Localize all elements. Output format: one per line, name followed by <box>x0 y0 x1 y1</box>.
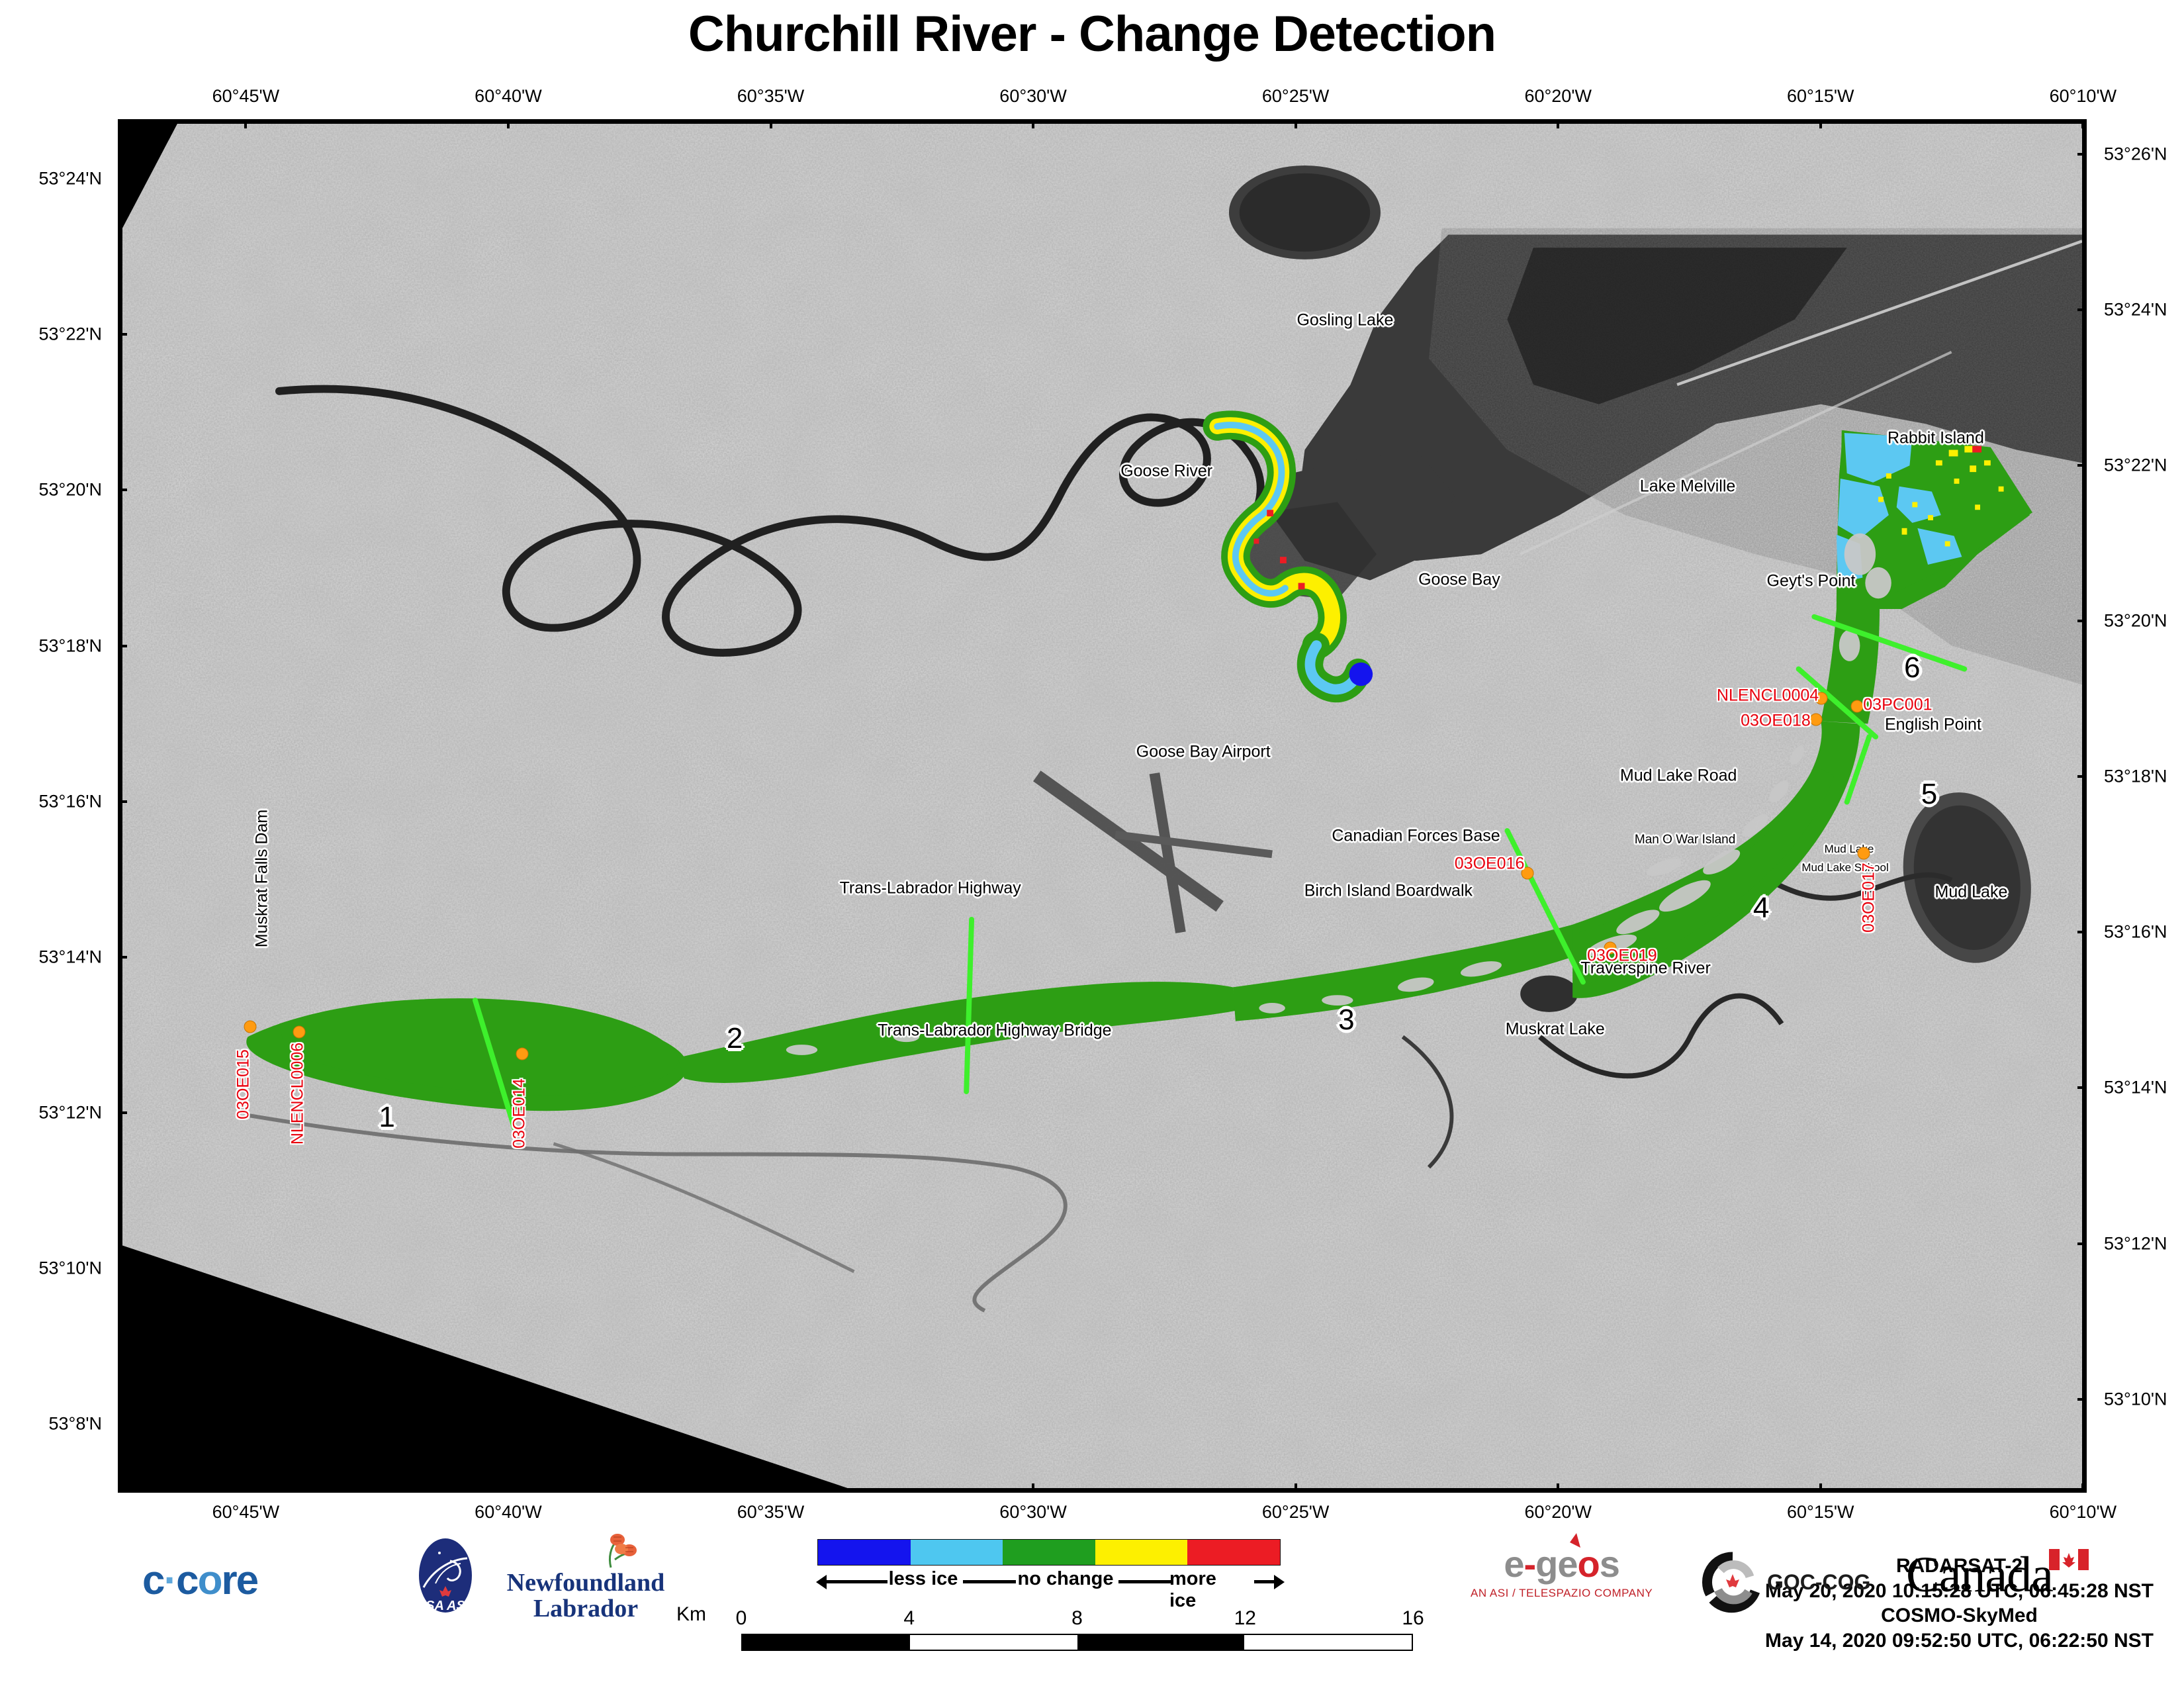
latitude-tick-left-8: 53°8'N <box>48 1413 103 1434</box>
latitude-tick-right-0: 53°26'N <box>2104 144 2167 164</box>
latitude-tick-left-7: 53°10'N <box>38 1258 102 1278</box>
logo-text-labrador: Labrador <box>533 1594 639 1622</box>
scale-bar <box>741 1634 1413 1651</box>
legend-divider-1 <box>963 1580 1016 1583</box>
latitude-tick-left-3: 53°18'N <box>38 635 102 656</box>
latitude-tick-right-3: 53°20'N <box>2104 610 2167 631</box>
latitude-tick-left-6: 53°12'N <box>38 1102 102 1123</box>
longitude-tick-bottom-4: 60°25'W <box>1261 1502 1330 1522</box>
scale-tick-4: 16 <box>1402 1607 1424 1629</box>
longitude-tick-top-3: 60°30'W <box>999 86 1067 106</box>
page-title: Churchill River - Change Detection <box>688 6 1496 62</box>
logo-newfoundland-labrador: Newfoundland Labrador <box>500 1534 672 1623</box>
map-canvas[interactable] <box>118 119 2087 1493</box>
colorbar-seg-less-ice <box>910 1540 1003 1565</box>
longitude-tick-bottom-5: 60°20'W <box>1524 1502 1592 1522</box>
legend-divider-2 <box>1118 1580 1171 1583</box>
sensor-1-label: RADARSAT-2 <box>1895 1554 2023 1577</box>
scale-tick-2: 8 <box>1071 1607 1083 1629</box>
latitude-tick-left-4: 53°16'N <box>38 791 102 812</box>
logo-text-goc-cog: GOC-COG <box>1767 1570 1871 1594</box>
logo-c-core: c·core <box>142 1558 259 1603</box>
longitude-tick-bottom-3: 60°30'W <box>999 1502 1067 1522</box>
colorbar <box>817 1539 1281 1566</box>
longitude-tick-top-1: 60°40'W <box>475 86 542 106</box>
logo-canada: Canada <box>1906 1546 2089 1604</box>
less-ice-arrow <box>816 1575 887 1589</box>
logo-csa-asc: CSA ASC <box>409 1536 482 1620</box>
latitude-tick-right-1: 53°24'N <box>2104 299 2167 320</box>
latitude-tick-right-5: 53°16'N <box>2104 921 2167 942</box>
legend-label-more-ice: more ice <box>1169 1568 1216 1611</box>
scale-tick-0: 0 <box>735 1607 747 1629</box>
colorbar-seg-more-ice <box>1095 1540 1188 1565</box>
latitude-tick-right-7: 53°12'N <box>2104 1233 2167 1254</box>
logo-text-canada: Canada <box>1906 1547 2054 1603</box>
colorbar-seg-less-ice-strong <box>818 1540 911 1565</box>
sensor-1-date: May 20, 2020 10:15:28 UTC, 06:45:28 NST <box>1765 1579 2154 1602</box>
more-ice-arrow <box>1254 1575 1285 1589</box>
sar-change-detection-image <box>122 124 2082 1488</box>
longitude-tick-bottom-2: 60°35'W <box>737 1502 805 1522</box>
colorbar-seg-no-change <box>1003 1540 1095 1565</box>
longitude-tick-top-7: 60°10'W <box>2049 86 2117 106</box>
canada-flag-icon <box>2048 1549 2089 1570</box>
latitude-tick-right-4: 53°18'N <box>2104 766 2167 786</box>
latitude-tick-left-1: 53°22'N <box>38 324 102 344</box>
footer: c·core CSA ASC Newfoundland Labrador <box>0 1523 2184 1688</box>
longitude-tick-bottom-0: 60°45'W <box>212 1502 280 1522</box>
logo-text-egeos-tagline: AN ASI / TELESPAZIO COMPANY <box>1471 1587 1653 1599</box>
latitude-tick-left-0: 53°24'N <box>38 168 102 189</box>
colorbar-seg-more-ice-strong <box>1187 1540 1280 1565</box>
longitude-tick-bottom-7: 60°10'W <box>2049 1502 2117 1522</box>
longitude-tick-bottom-1: 60°40'W <box>475 1502 542 1522</box>
logo-text-newfoundland: Newfoundland <box>506 1569 665 1597</box>
longitude-tick-top-6: 60°15'W <box>1787 86 1854 106</box>
scale-tick-1: 4 <box>903 1607 915 1629</box>
scale-bar-group: 0 4 8 12 16 <box>736 1607 1430 1651</box>
longitude-tick-top-0: 60°45'W <box>212 86 280 106</box>
longitude-tick-top-4: 60°25'W <box>1261 86 1330 106</box>
logo-goc-cog: GOC-COG <box>1701 1550 1870 1614</box>
change-legend: less ice no change more ice <box>816 1539 1285 1611</box>
scale-numbers: 0 4 8 12 16 <box>736 1607 1424 1634</box>
svg-text:CSA ASC: CSA ASC <box>416 1599 475 1613</box>
latitude-tick-left-5: 53°14'N <box>38 947 102 967</box>
sensor-2-label: COSMO-SkyMed <box>1881 1605 2038 1627</box>
scale-unit-label: Km <box>676 1603 706 1625</box>
longitude-tick-top-2: 60°35'W <box>737 86 805 106</box>
longitude-tick-top-5: 60°20'W <box>1524 86 1592 106</box>
latitude-tick-right-6: 53°14'N <box>2104 1077 2167 1098</box>
latitude-tick-left-2: 53°20'N <box>38 479 102 500</box>
longitude-tick-bottom-6: 60°15'W <box>1787 1502 1854 1522</box>
legend-label-less-ice: less ice <box>888 1568 958 1589</box>
sensor-2-date: May 14, 2020 09:52:50 UTC, 06:22:50 NST <box>1765 1630 2154 1652</box>
ice-change-overlay <box>246 410 2032 1111</box>
latitude-tick-right-8: 53°10'N <box>2104 1389 2167 1409</box>
latitude-tick-right-2: 53°22'N <box>2104 455 2167 475</box>
goc-cog-icon <box>1702 1552 1760 1613</box>
acquisition-info: RADARSAT-2 May 20, 2020 10:15:28 UTC, 06… <box>1765 1554 2154 1654</box>
legend-label-no-change: no change <box>1017 1568 1114 1589</box>
logo-e-geos: e-geos AN ASI / TELESPAZIO COMPANY <box>1471 1533 1653 1600</box>
scale-tick-3: 12 <box>1234 1607 1256 1629</box>
